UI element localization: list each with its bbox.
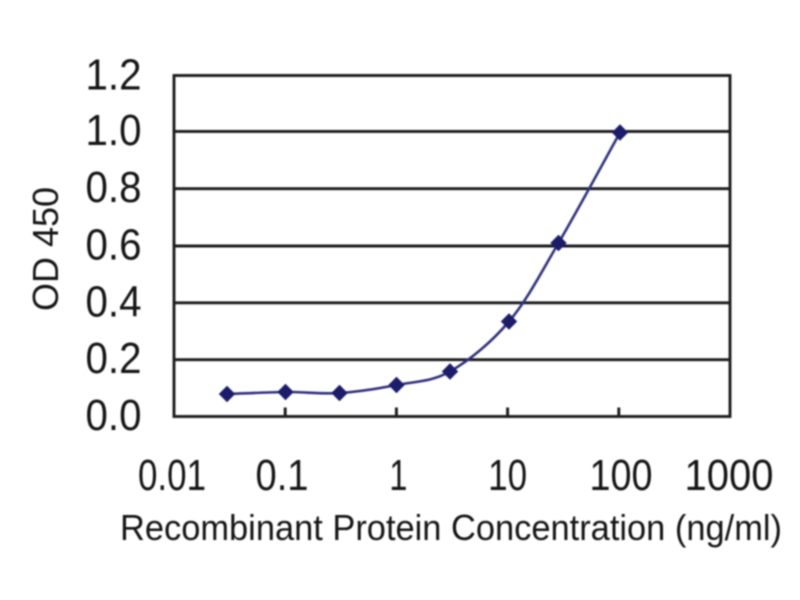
svg-text:0.2: 0.2 bbox=[86, 334, 142, 383]
svg-text:1000: 1000 bbox=[685, 451, 774, 500]
svg-text:0.6: 0.6 bbox=[86, 221, 142, 270]
svg-text:0.8: 0.8 bbox=[86, 163, 142, 212]
svg-text:0.1: 0.1 bbox=[256, 451, 309, 500]
svg-text:0.0: 0.0 bbox=[86, 391, 142, 440]
svg-text:10: 10 bbox=[488, 451, 527, 500]
svg-text:100: 100 bbox=[590, 451, 653, 500]
svg-text:OD 450: OD 450 bbox=[25, 187, 66, 311]
svg-text:1: 1 bbox=[389, 451, 407, 500]
svg-text:Recombinant Protein Concentrat: Recombinant Protein Concentration (ng/ml… bbox=[120, 507, 782, 548]
svg-text:1.2: 1.2 bbox=[86, 51, 142, 100]
svg-text:1.0: 1.0 bbox=[86, 106, 142, 155]
svg-text:0.4: 0.4 bbox=[86, 277, 142, 326]
svg-text:0.01: 0.01 bbox=[138, 451, 206, 500]
